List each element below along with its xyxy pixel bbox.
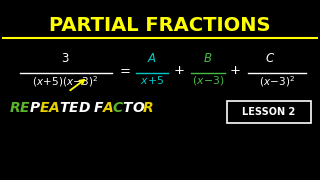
Text: O: O [132, 101, 144, 115]
Text: $x\!+\!5$: $x\!+\!5$ [140, 74, 164, 86]
Text: $(x\!+\!5)(x\!-\!3)^2$: $(x\!+\!5)(x\!-\!3)^2$ [32, 74, 98, 89]
Text: E: E [20, 101, 29, 115]
Text: A: A [49, 101, 60, 115]
Text: D: D [79, 101, 90, 115]
Text: P: P [30, 101, 40, 115]
Text: T: T [59, 101, 68, 115]
Text: $C$: $C$ [265, 52, 275, 65]
Text: $+$: $+$ [229, 64, 241, 76]
Text: PARTIAL FRACTIONS: PARTIAL FRACTIONS [49, 16, 271, 35]
Text: E: E [39, 101, 49, 115]
Text: R: R [142, 101, 153, 115]
Text: LESSON 2: LESSON 2 [242, 107, 296, 117]
Text: $3$: $3$ [61, 52, 69, 65]
Text: F: F [93, 101, 103, 115]
FancyBboxPatch shape [227, 101, 311, 123]
Text: $B$: $B$ [203, 52, 213, 65]
Text: E: E [69, 101, 78, 115]
Text: $(x\!-\!3)^2$: $(x\!-\!3)^2$ [259, 74, 295, 89]
Text: $(x\!-\!3)$: $(x\!-\!3)$ [192, 74, 224, 87]
Text: R: R [10, 101, 20, 115]
Text: C: C [113, 101, 123, 115]
Text: A: A [103, 101, 114, 115]
Text: $A$: $A$ [147, 52, 157, 65]
Text: T: T [123, 101, 132, 115]
Text: $=$: $=$ [117, 64, 131, 76]
Text: $+$: $+$ [173, 64, 185, 76]
